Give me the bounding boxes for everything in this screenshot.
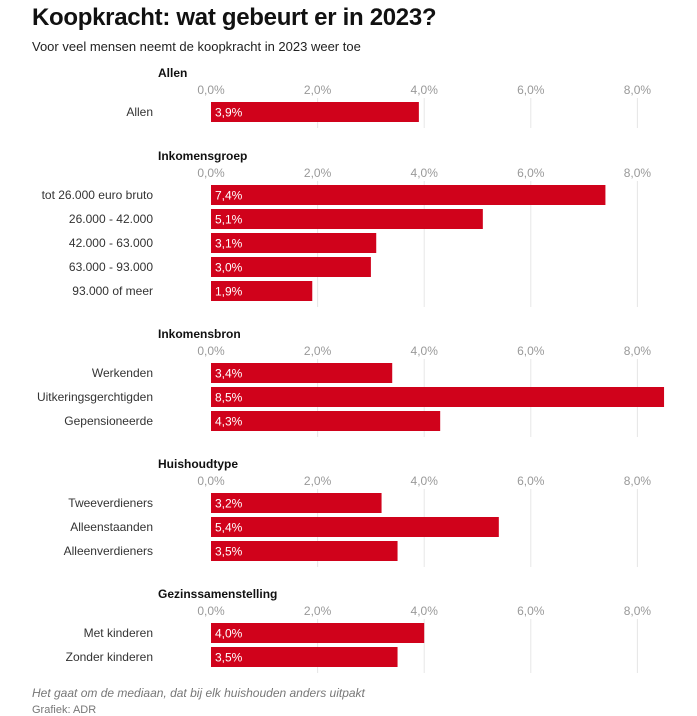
tick-label: 4,0% <box>411 344 439 358</box>
tick-label: 4,0% <box>411 83 439 97</box>
category-label: 63.000 - 93.000 <box>69 260 153 274</box>
bar <box>211 411 441 431</box>
category-label: 42.000 - 63.000 <box>69 236 153 250</box>
category-label: Tweeverdieners <box>68 496 153 510</box>
group-title: Inkomensgroep <box>158 149 247 163</box>
group-title: Gezinssamenstelling <box>158 587 277 601</box>
tick-label: 6,0% <box>517 83 545 97</box>
data-label: 4,3% <box>215 415 243 429</box>
bar <box>211 363 393 383</box>
category-label: Alleenverdieners <box>64 544 153 558</box>
tick-label: 2,0% <box>304 344 332 358</box>
tick-label: 6,0% <box>517 474 545 488</box>
bar <box>211 493 382 513</box>
bar <box>211 387 665 407</box>
data-label: 3,4% <box>215 367 243 381</box>
bar <box>211 257 371 277</box>
tick-label: 4,0% <box>411 604 439 618</box>
category-label: tot 26.000 euro bruto <box>42 188 154 202</box>
data-label: 4,0% <box>215 627 243 641</box>
tick-label: 0,0% <box>197 474 225 488</box>
category-label: Uitkeringsgerchtigden <box>37 390 153 404</box>
data-label: 3,1% <box>215 237 243 251</box>
tick-label: 6,0% <box>517 604 545 618</box>
tick-label: 2,0% <box>304 474 332 488</box>
bar <box>211 185 606 205</box>
category-label: Gepensioneerde <box>64 414 153 428</box>
category-label: Zonder kinderen <box>66 650 153 664</box>
tick-label: 8,0% <box>624 83 652 97</box>
group-title: Allen <box>158 66 187 80</box>
bar <box>211 541 398 561</box>
data-label: 5,1% <box>215 213 243 227</box>
tick-label: 2,0% <box>304 166 332 180</box>
data-label: 1,9% <box>215 285 243 299</box>
bar <box>211 517 499 537</box>
data-label: 3,5% <box>215 651 243 665</box>
tick-label: 0,0% <box>197 604 225 618</box>
category-label: Allen <box>126 105 153 119</box>
data-label: 3,2% <box>215 497 243 511</box>
group-title: Huishoudtype <box>158 457 238 471</box>
tick-label: 8,0% <box>624 344 652 358</box>
data-label: 3,5% <box>215 545 243 559</box>
footnote: Het gaat om de mediaan, dat bij elk huis… <box>32 686 365 700</box>
tick-label: 0,0% <box>197 166 225 180</box>
category-label: Met kinderen <box>84 626 153 640</box>
tick-label: 4,0% <box>411 166 439 180</box>
chart-title: Koopkracht: wat gebeurt er in 2023? <box>32 4 437 31</box>
category-label: Werkenden <box>92 366 153 380</box>
category-label: Alleenstaanden <box>70 520 153 534</box>
tick-label: 0,0% <box>197 83 225 97</box>
data-label: 3,0% <box>215 261 243 275</box>
tick-label: 8,0% <box>624 474 652 488</box>
bar <box>211 281 313 301</box>
tick-label: 6,0% <box>517 166 545 180</box>
bar-chart: Allen 0,0% 2,0% 4,0% 6,0% 8,0% Allen 3,9% Inkome… <box>37 66 665 673</box>
tick-label: 2,0% <box>304 83 332 97</box>
chart-subtitle: Voor veel mensen neemt de koopkracht in … <box>32 39 361 54</box>
group-title: Inkomensbron <box>158 327 241 341</box>
category-label: 26.000 - 42.000 <box>69 212 153 226</box>
data-label: 8,5% <box>215 391 243 405</box>
category-label: 93.000 of meer <box>72 284 153 298</box>
bar <box>211 623 425 643</box>
tick-label: 8,0% <box>624 166 652 180</box>
data-label: 3,9% <box>215 106 243 120</box>
tick-label: 0,0% <box>197 344 225 358</box>
data-label: 5,4% <box>215 521 243 535</box>
bar <box>211 233 377 253</box>
tick-label: 8,0% <box>624 604 652 618</box>
tick-label: 2,0% <box>304 604 332 618</box>
source-credit: Grafiek: ADR <box>32 704 97 716</box>
data-label: 7,4% <box>215 189 243 203</box>
bar <box>211 647 398 667</box>
bar <box>211 209 483 229</box>
bar <box>211 102 419 122</box>
tick-label: 6,0% <box>517 344 545 358</box>
tick-label: 4,0% <box>411 474 439 488</box>
